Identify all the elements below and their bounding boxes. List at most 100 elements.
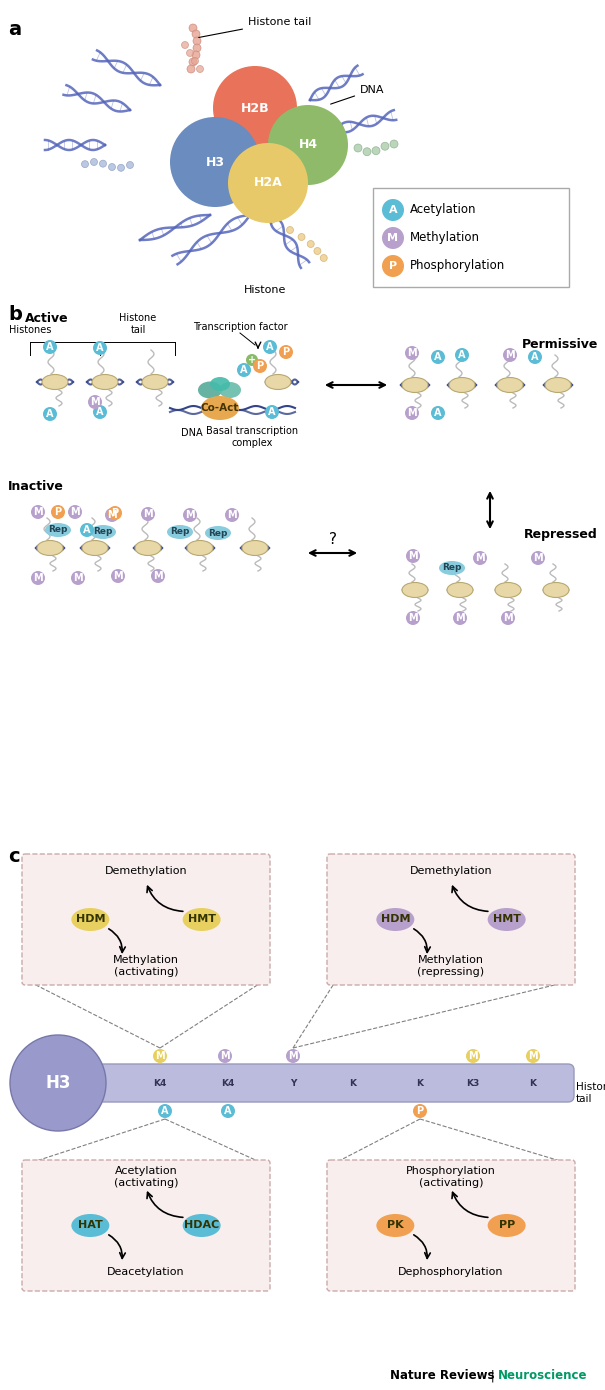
Circle shape bbox=[405, 346, 419, 360]
Ellipse shape bbox=[488, 1213, 526, 1237]
Text: M: M bbox=[185, 510, 195, 520]
Text: Neuroscience: Neuroscience bbox=[498, 1369, 587, 1382]
Ellipse shape bbox=[402, 378, 428, 392]
Ellipse shape bbox=[376, 1213, 414, 1237]
Text: Phosphorylation
(activating): Phosphorylation (activating) bbox=[406, 1166, 496, 1188]
FancyBboxPatch shape bbox=[373, 188, 569, 286]
Ellipse shape bbox=[201, 396, 239, 420]
Circle shape bbox=[197, 65, 203, 72]
Circle shape bbox=[307, 240, 314, 247]
Circle shape bbox=[126, 161, 134, 168]
Text: Permissive: Permissive bbox=[522, 338, 598, 352]
Ellipse shape bbox=[183, 1213, 221, 1237]
Text: K4: K4 bbox=[153, 1079, 167, 1087]
Text: HMT: HMT bbox=[188, 915, 215, 924]
Circle shape bbox=[314, 247, 321, 254]
Ellipse shape bbox=[545, 378, 571, 392]
Text: A: A bbox=[96, 407, 103, 417]
Circle shape bbox=[503, 348, 517, 361]
Text: Histone
tail: Histone tail bbox=[119, 313, 157, 335]
Text: A: A bbox=[224, 1106, 232, 1116]
Text: M: M bbox=[533, 553, 543, 563]
Circle shape bbox=[237, 363, 251, 377]
Circle shape bbox=[406, 549, 420, 563]
Circle shape bbox=[93, 341, 107, 354]
Text: M: M bbox=[407, 348, 417, 359]
FancyBboxPatch shape bbox=[22, 1161, 270, 1291]
Text: M: M bbox=[70, 507, 80, 517]
Circle shape bbox=[31, 571, 45, 585]
Circle shape bbox=[466, 1049, 480, 1063]
Text: Histone
tail: Histone tail bbox=[576, 1083, 605, 1104]
Text: +: + bbox=[248, 354, 256, 366]
Circle shape bbox=[31, 505, 45, 518]
Text: HDAC: HDAC bbox=[184, 1220, 219, 1230]
Text: b: b bbox=[8, 304, 22, 324]
Circle shape bbox=[71, 571, 85, 585]
Text: a: a bbox=[8, 19, 21, 39]
Text: P: P bbox=[257, 361, 264, 371]
Circle shape bbox=[431, 350, 445, 364]
Circle shape bbox=[108, 506, 122, 520]
Circle shape bbox=[153, 1049, 167, 1063]
Circle shape bbox=[372, 147, 380, 154]
Text: H3: H3 bbox=[206, 156, 224, 168]
Text: A: A bbox=[388, 204, 397, 215]
Ellipse shape bbox=[198, 381, 222, 399]
Text: P: P bbox=[54, 507, 62, 517]
Text: M: M bbox=[143, 509, 153, 518]
Circle shape bbox=[453, 612, 467, 626]
Text: A: A bbox=[531, 352, 538, 361]
Text: P: P bbox=[389, 261, 397, 271]
Ellipse shape bbox=[495, 582, 521, 598]
Circle shape bbox=[286, 1049, 300, 1063]
Text: A: A bbox=[266, 342, 273, 352]
Text: c: c bbox=[8, 847, 19, 866]
Text: A: A bbox=[458, 350, 466, 360]
Text: M: M bbox=[113, 571, 123, 581]
Text: A: A bbox=[434, 409, 442, 418]
Text: A: A bbox=[46, 342, 54, 352]
Text: M: M bbox=[455, 613, 465, 623]
Circle shape bbox=[381, 142, 389, 150]
Ellipse shape bbox=[543, 582, 569, 598]
Text: Dephosphorylation: Dephosphorylation bbox=[398, 1268, 504, 1277]
Circle shape bbox=[455, 348, 469, 361]
Ellipse shape bbox=[82, 541, 108, 556]
Ellipse shape bbox=[142, 374, 168, 389]
Text: DNA: DNA bbox=[331, 85, 385, 104]
Circle shape bbox=[193, 38, 201, 44]
Text: Transcription factor: Transcription factor bbox=[192, 322, 287, 332]
Circle shape bbox=[193, 44, 201, 51]
Text: K: K bbox=[350, 1079, 356, 1087]
Text: M: M bbox=[475, 553, 485, 563]
Circle shape bbox=[88, 395, 102, 409]
Text: Deacetylation: Deacetylation bbox=[107, 1268, 185, 1277]
Text: Repressed: Repressed bbox=[525, 528, 598, 541]
Circle shape bbox=[111, 569, 125, 582]
FancyBboxPatch shape bbox=[327, 1161, 575, 1291]
Ellipse shape bbox=[167, 525, 193, 539]
Circle shape bbox=[186, 50, 194, 57]
Circle shape bbox=[526, 1049, 540, 1063]
Text: |: | bbox=[487, 1369, 499, 1382]
Circle shape bbox=[279, 345, 293, 359]
Text: PK: PK bbox=[387, 1220, 404, 1230]
Text: A: A bbox=[268, 407, 276, 417]
Ellipse shape bbox=[90, 525, 116, 539]
Circle shape bbox=[93, 404, 107, 418]
Text: HDM: HDM bbox=[381, 915, 410, 924]
Ellipse shape bbox=[210, 377, 230, 391]
Circle shape bbox=[192, 31, 200, 38]
FancyBboxPatch shape bbox=[98, 1063, 574, 1102]
Text: P: P bbox=[111, 507, 119, 518]
Text: Methylation
(activating): Methylation (activating) bbox=[113, 955, 179, 977]
Text: K: K bbox=[416, 1079, 423, 1087]
Text: Demethylation: Demethylation bbox=[105, 866, 188, 876]
Circle shape bbox=[99, 160, 106, 167]
Circle shape bbox=[413, 1104, 427, 1118]
Circle shape bbox=[187, 65, 195, 74]
Circle shape bbox=[382, 227, 404, 249]
Circle shape bbox=[287, 227, 293, 234]
Text: Demethylation: Demethylation bbox=[410, 866, 492, 876]
